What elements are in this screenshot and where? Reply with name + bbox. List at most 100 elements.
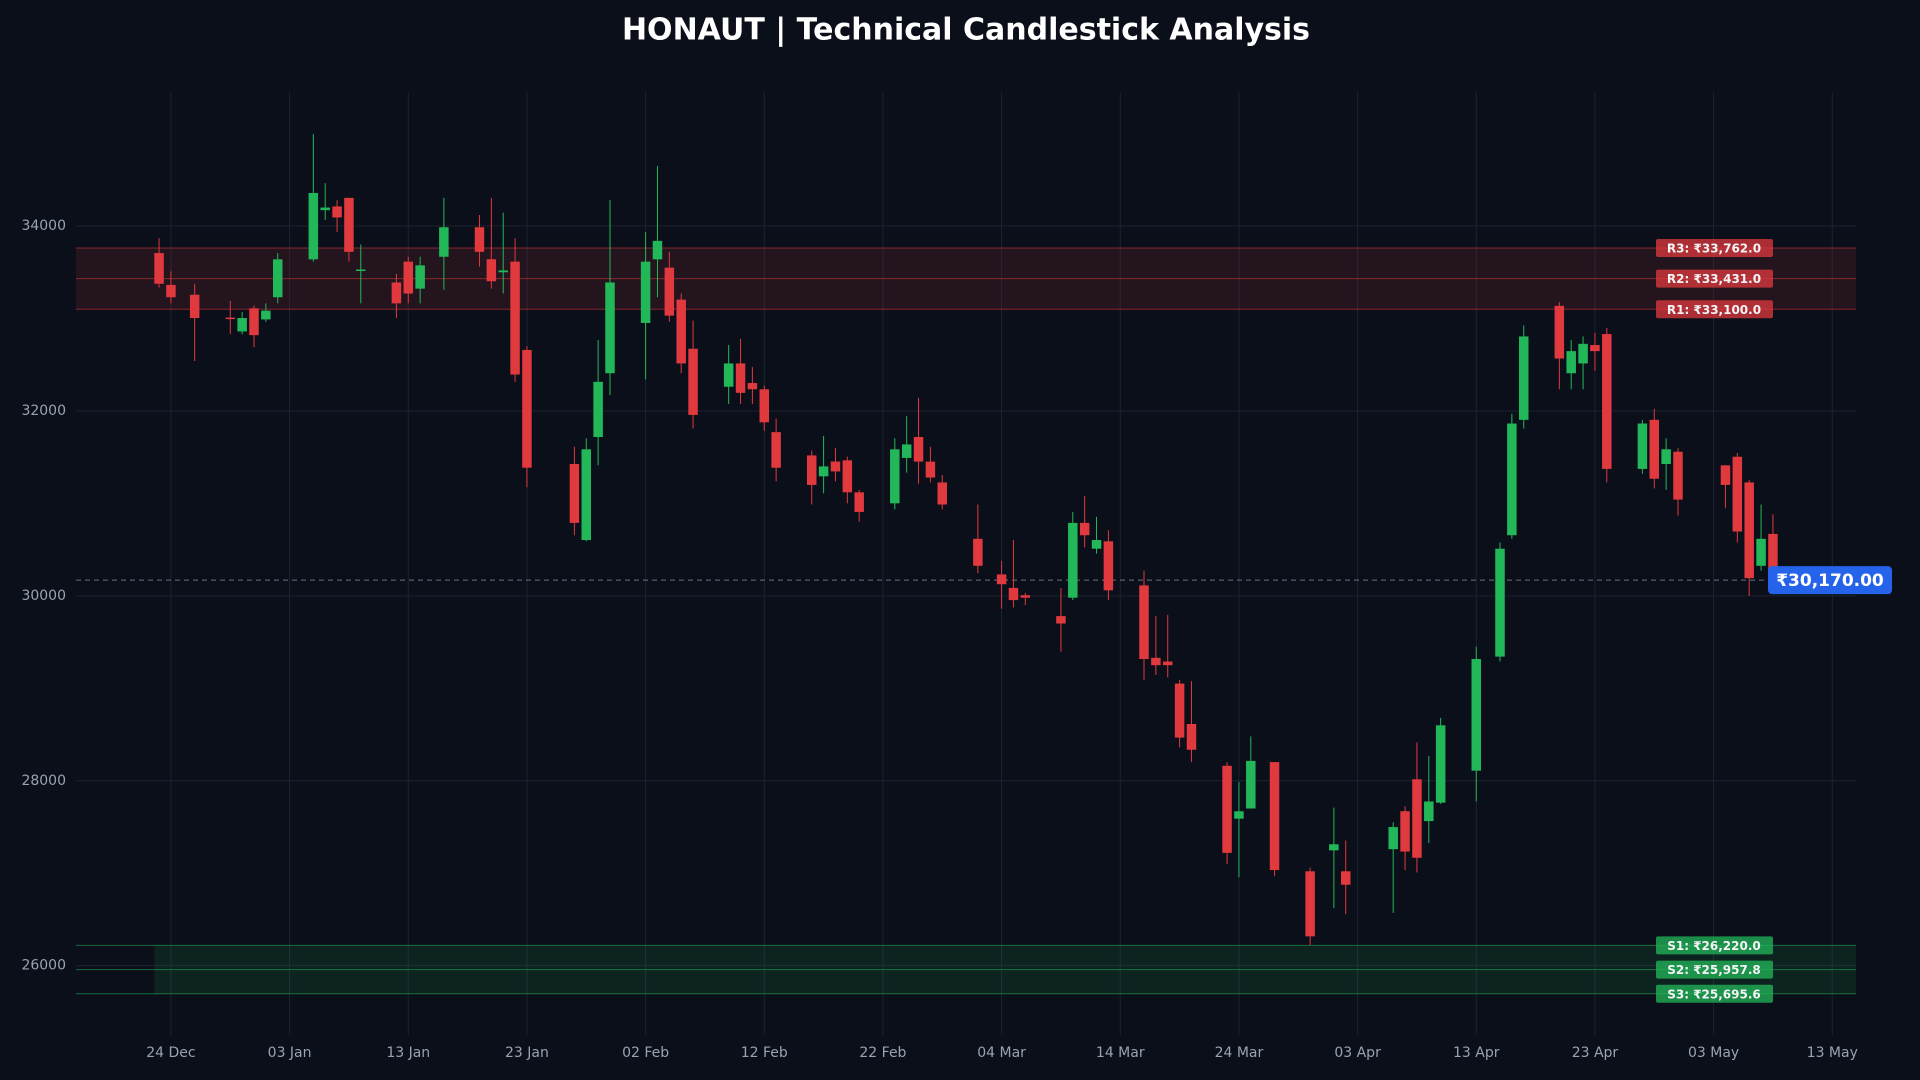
support-label-box: [1656, 936, 1773, 955]
candle-body: [901, 444, 912, 458]
candle-body: [1507, 423, 1517, 536]
x-tick-label: 13 May: [1807, 1045, 1858, 1061]
candle-body: [1649, 419, 1660, 479]
candle-body: [1222, 765, 1232, 853]
candle-body: [522, 349, 532, 468]
candle-body: [498, 270, 508, 273]
chart-title: HONAUT | Technical Candlestick Analysis: [622, 13, 1310, 48]
x-tick-label: 23 Jan: [505, 1045, 549, 1061]
candle-body: [605, 282, 615, 374]
candle-body: [249, 308, 259, 336]
candle-body: [1661, 449, 1671, 465]
candle-body: [1673, 451, 1683, 500]
resistance-label-box: [1656, 269, 1773, 288]
candle-body: [1518, 336, 1529, 420]
candle-body: [474, 227, 485, 252]
y-tick-label: 32000: [21, 403, 66, 419]
candle-body: [1637, 423, 1648, 469]
candle-body: [652, 240, 663, 260]
candle-body: [1744, 482, 1754, 579]
candle-body: [1329, 844, 1339, 851]
x-tick-label: 23 Apr: [1572, 1045, 1619, 1061]
candle-body: [272, 259, 283, 298]
candle-body: [640, 261, 651, 323]
candle-body: [344, 197, 354, 252]
candle-body: [1234, 811, 1244, 819]
candle-body: [1495, 548, 1505, 657]
candle-body: [356, 269, 366, 272]
x-tick-label: 02 Feb: [622, 1045, 669, 1061]
candle-body: [723, 363, 734, 387]
x-tick-label: 24 Mar: [1215, 1045, 1264, 1061]
candle-body: [1174, 683, 1185, 738]
candle-body: [1020, 595, 1031, 598]
candle-body: [735, 363, 746, 393]
candle-body: [593, 381, 603, 438]
candle-body: [1091, 540, 1102, 549]
candle-body: [320, 207, 330, 211]
candle-body: [1151, 657, 1161, 666]
candle-body: [581, 449, 592, 541]
candle-body: [569, 464, 580, 523]
candle-body: [1435, 725, 1446, 803]
support-label-box: [1656, 984, 1773, 1003]
candle-body: [806, 455, 817, 485]
y-tick-label: 34000: [21, 218, 66, 234]
candle-body: [1720, 465, 1731, 485]
candle-body: [759, 389, 770, 423]
candle-body: [664, 267, 675, 316]
candle-body: [261, 310, 271, 320]
candle-body: [166, 284, 176, 298]
candle-body: [1139, 585, 1149, 660]
candle-body: [1400, 811, 1410, 852]
resistance-label: R1: ₹33,100.0: [1667, 303, 1761, 317]
candle-body: [973, 538, 983, 566]
candle-body: [1768, 533, 1778, 581]
candles: [154, 134, 1778, 945]
candle-body: [1103, 541, 1114, 591]
x-tick-label: 22 Feb: [859, 1045, 906, 1061]
candle-body: [1578, 343, 1588, 364]
candle-body: [688, 348, 698, 415]
candle-body: [1056, 616, 1066, 624]
candle-body: [1305, 871, 1315, 937]
candle-body: [225, 317, 236, 320]
y-tick-label: 30000: [21, 588, 66, 604]
candle-body: [925, 461, 936, 478]
candle-body: [1590, 345, 1600, 352]
x-tick-label: 13 Jan: [386, 1045, 430, 1061]
candle-body: [996, 574, 1007, 585]
candle-body: [1008, 587, 1019, 601]
candle-body: [189, 294, 200, 319]
labels: 26000 28000 30000 32000 34000 24 Dec 03 Jan 13 …: [21, 218, 1892, 1061]
candle-body: [1602, 334, 1612, 469]
candle-body: [1424, 801, 1434, 822]
support-label: S1: ₹26,220.0: [1667, 939, 1761, 953]
candle-body: [486, 259, 497, 282]
x-tick-label: 13 Apr: [1453, 1045, 1500, 1061]
candle-body: [1186, 723, 1197, 750]
candle-body: [913, 437, 924, 462]
resistance-label-box: [1656, 239, 1773, 258]
support-label-box: [1656, 960, 1773, 979]
candle-body: [1412, 779, 1422, 858]
resistance-label-box: [1656, 300, 1773, 319]
resistance-label: R2: ₹33,431.0: [1667, 272, 1761, 286]
x-tick-label: 14 Mar: [1096, 1045, 1145, 1061]
candle-body: [1756, 538, 1766, 566]
candle-body: [1162, 661, 1173, 666]
resistance-label: R3: ₹33,762.0: [1667, 242, 1761, 256]
support-label: S3: ₹25,695.6: [1667, 987, 1761, 1001]
x-tick-label: 24 Dec: [146, 1045, 195, 1061]
candle-body: [1471, 659, 1482, 771]
y-tick-label: 28000: [21, 773, 66, 789]
candle-body: [818, 466, 829, 477]
candle-body: [1340, 871, 1351, 885]
candle-body: [937, 482, 948, 505]
candle-body: [1554, 305, 1565, 359]
x-tick-label: 03 Apr: [1334, 1045, 1381, 1061]
candle-body: [439, 227, 449, 257]
candle-body: [1269, 762, 1280, 871]
